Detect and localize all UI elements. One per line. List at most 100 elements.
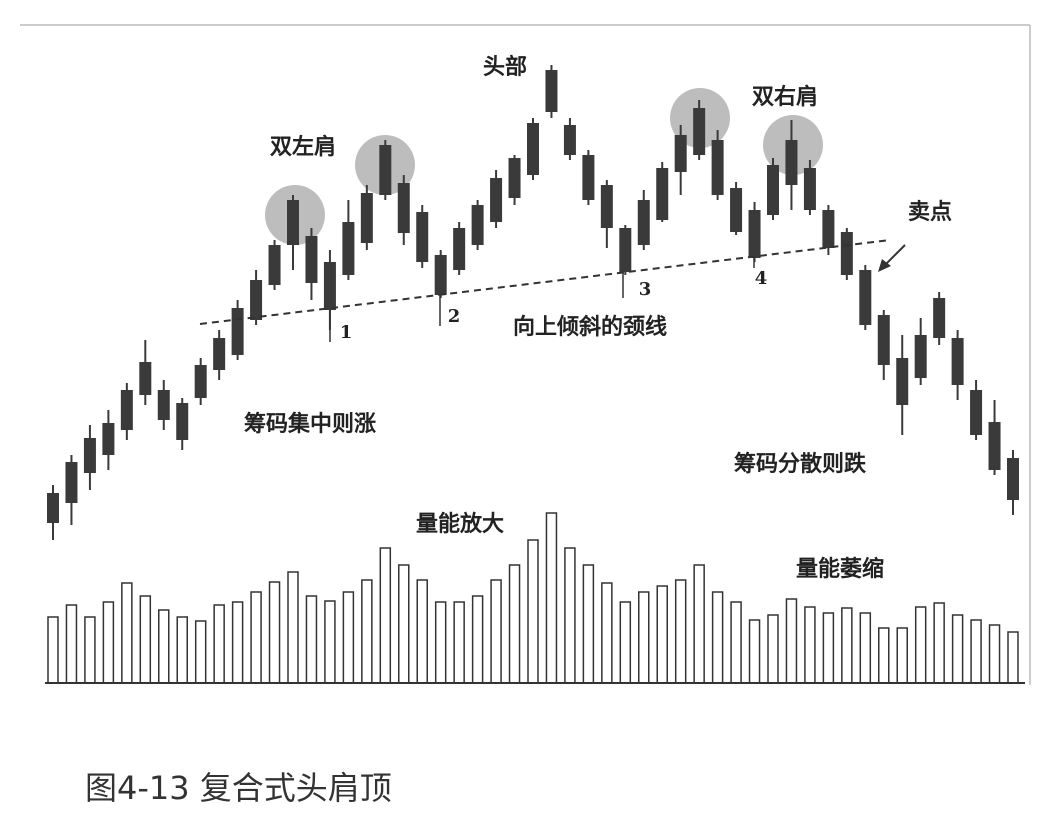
candle-body (379, 145, 392, 195)
candle-body (416, 212, 429, 262)
volume-bar (231, 601, 244, 684)
volume-bar (841, 607, 853, 684)
candle-body (563, 125, 576, 155)
volume-bar (342, 591, 355, 684)
neckline-ticks (329, 256, 755, 342)
candle-body (397, 183, 410, 233)
candle-body (120, 390, 133, 430)
volume-bar (250, 591, 262, 684)
volume-bar (379, 547, 392, 684)
volume-bar (545, 512, 558, 684)
volume-bar (527, 539, 539, 684)
candle-body (767, 165, 779, 215)
candle-body (637, 200, 650, 245)
candle-body (970, 390, 983, 435)
candle-body (490, 178, 503, 222)
volume-bar (601, 582, 613, 684)
annotation: 筹码集中则涨 (244, 411, 376, 437)
volume-bar (84, 616, 96, 684)
candle-body (785, 140, 798, 185)
volume-bar (176, 616, 188, 684)
candle-body (730, 188, 743, 232)
volume-bar (693, 564, 705, 684)
annotation: 头部 (483, 54, 527, 80)
neckline (199, 239, 891, 325)
caption: 图4-13 复合式头肩顶 (85, 769, 392, 807)
candle-body (877, 315, 890, 365)
volume-bar (47, 616, 59, 684)
volume-bar (859, 612, 872, 684)
candle-body (582, 155, 595, 200)
volume-bar (471, 595, 484, 684)
candle-body (453, 228, 466, 270)
candle-body (434, 255, 447, 295)
volume-bar (121, 582, 133, 684)
candle-body (933, 298, 946, 338)
candle-body (102, 423, 115, 455)
candles (47, 65, 1019, 684)
annotation: 2 (448, 306, 461, 327)
volume-bar (287, 571, 299, 684)
volume-bar (65, 604, 78, 684)
candle-body (471, 205, 484, 245)
candle-body (287, 200, 299, 245)
candle-body (250, 280, 263, 320)
annotation: 双左肩 (270, 134, 336, 160)
volume-bar (674, 579, 687, 684)
candle-body (896, 358, 909, 405)
volume-bar (748, 619, 761, 684)
annotation: 向上倾斜的颈线 (513, 314, 667, 340)
candle-body (988, 422, 1001, 470)
volume-bar (305, 595, 318, 684)
volume-bar (139, 595, 152, 684)
annotation: 双右肩 (752, 84, 818, 110)
arrow-head (878, 259, 891, 272)
volume-bar (638, 591, 650, 684)
volume-bar (102, 601, 115, 684)
annotation: 1 (340, 322, 353, 343)
volume-bar (933, 602, 945, 684)
volume-bar (213, 604, 225, 684)
volume-bar (619, 601, 632, 684)
volume-bar (582, 564, 595, 684)
candle-body (840, 232, 853, 275)
volume-bar (804, 606, 816, 684)
volume-bar (656, 585, 668, 684)
volume-bar (398, 564, 410, 684)
candle-body (619, 228, 632, 272)
candle-body (305, 236, 318, 283)
candle-body (545, 70, 558, 112)
volume-bar (361, 579, 373, 684)
volume-bar (1007, 631, 1019, 684)
candle-body (65, 462, 78, 503)
volume-bar (268, 581, 281, 684)
annotation: 4 (755, 268, 768, 289)
volume-bar (970, 619, 982, 684)
volume-bar (564, 547, 576, 684)
volume-bar (785, 598, 798, 684)
volume-bar (878, 627, 890, 684)
candle-body (859, 270, 872, 325)
volume-bar (194, 620, 207, 684)
volume-bar (508, 564, 521, 684)
volume-bar (988, 624, 1001, 684)
annotation: 卖点 (908, 199, 952, 225)
annotation: 3 (639, 279, 652, 300)
candle-body (213, 338, 226, 370)
volume-bar (767, 614, 779, 684)
candle-body (748, 210, 761, 258)
candle-body (176, 403, 189, 440)
candle-body (822, 210, 835, 248)
candle-body (508, 158, 521, 198)
volume-bar (490, 579, 502, 684)
volume-bar (158, 609, 170, 684)
volume-bar (434, 601, 447, 684)
candle-body (914, 335, 927, 378)
candle-body (1007, 458, 1019, 500)
candle-body (360, 193, 373, 243)
candle-body (323, 262, 336, 310)
volume-bar (914, 606, 927, 684)
candle-body (194, 365, 207, 398)
